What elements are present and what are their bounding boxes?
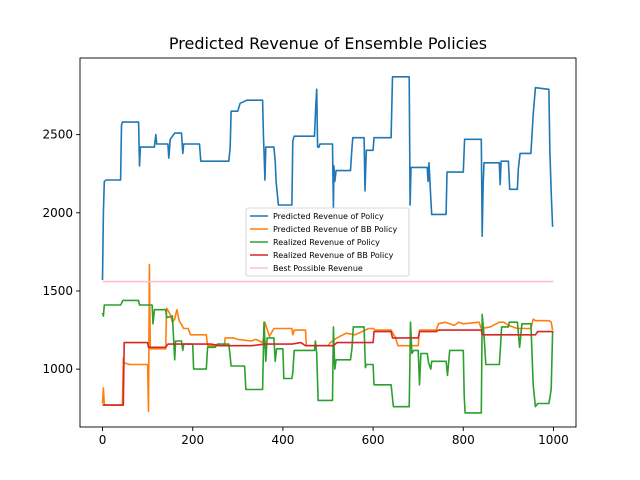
x-tick-label: 1000 xyxy=(538,433,569,447)
series-group xyxy=(101,76,554,414)
legend: Predicted Revenue of Policy Predicted Rev… xyxy=(245,207,410,277)
series-line-4 xyxy=(102,329,554,406)
x-tick-label: 200 xyxy=(181,433,204,447)
legend-label: Predicted Revenue of BB Policy xyxy=(273,225,398,234)
legend-label: Realized Revenue of BB Policy xyxy=(273,251,394,260)
legend-label: Best Possible Revenue xyxy=(273,264,363,273)
axes-frame xyxy=(79,57,577,428)
x-tick-label: 400 xyxy=(271,433,294,447)
y-tick-label: 1500 xyxy=(42,284,73,298)
y-tick-label: 2000 xyxy=(42,206,73,220)
axes: 0 200 400 600 800 1000 1000 1500 2000 2500 xyxy=(42,57,577,447)
plot-area xyxy=(101,76,554,414)
chart-title: Predicted Revenue of Ensemble Policies xyxy=(169,34,487,53)
series-line-1 xyxy=(101,76,554,281)
y-tick-label: 1000 xyxy=(42,362,73,376)
y-tick-label: 2500 xyxy=(42,128,73,142)
x-tick-label: 0 xyxy=(99,433,107,447)
x-tick-label: 800 xyxy=(452,433,475,447)
legend-label: Predicted Revenue of Policy xyxy=(273,212,384,221)
legend-label: Realized Revenue of Policy xyxy=(273,238,380,247)
legend-box xyxy=(245,207,410,277)
x-tick-label: 600 xyxy=(362,433,385,447)
